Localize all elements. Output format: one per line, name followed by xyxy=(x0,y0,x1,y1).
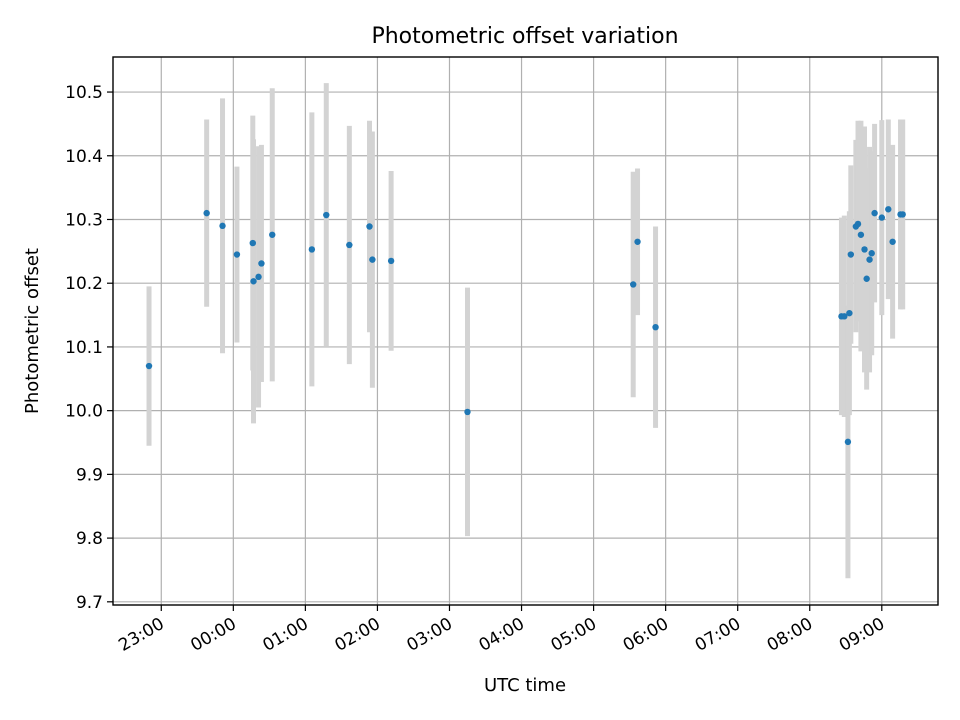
data-point xyxy=(844,438,852,446)
y-tick-label: 9.7 xyxy=(76,593,103,613)
y-tick-label: 10.4 xyxy=(65,147,103,167)
data-point xyxy=(889,238,896,245)
data-point xyxy=(841,313,848,320)
data-point xyxy=(233,251,241,258)
y-tick-label: 10.1 xyxy=(65,338,103,358)
data-point xyxy=(857,231,865,238)
y-tick-label: 10.3 xyxy=(65,210,103,230)
data-point xyxy=(255,273,262,281)
x-tick-label: 05:00 xyxy=(548,614,600,656)
data-point xyxy=(308,246,316,253)
plot-frame xyxy=(112,56,939,606)
x-axis-label: UTC time xyxy=(484,675,566,696)
x-tick-label: 07:00 xyxy=(692,614,744,656)
data-point xyxy=(219,222,226,230)
data-point xyxy=(323,211,330,219)
x-tick-label: 00:00 xyxy=(187,614,239,656)
data-point xyxy=(145,362,153,370)
data-point xyxy=(885,206,892,213)
data-point xyxy=(630,281,637,288)
x-tick-label: 06:00 xyxy=(620,614,672,656)
y-axis-ticks: 9.7 9.8 9.9 10.0 10.1 10.2 10.3 10.4 10.5 xyxy=(65,83,113,613)
data-point xyxy=(871,209,878,217)
y-tick-label: 9.9 xyxy=(76,465,103,485)
data-point xyxy=(203,209,210,217)
data-point xyxy=(249,239,256,247)
data-point xyxy=(250,278,257,285)
x-tick-label: 23:00 xyxy=(115,614,167,656)
data-point xyxy=(387,257,395,265)
data-point xyxy=(878,214,885,221)
data-point xyxy=(346,241,353,249)
data-point xyxy=(258,260,265,267)
x-axis-ticks: 23:00 00:00 01:00 02:00 03:00 04:00 05:00 06:00… xyxy=(115,605,888,656)
x-tick-label: 02:00 xyxy=(331,614,383,656)
chart-title: Photometric offset variation xyxy=(371,24,678,49)
data-point xyxy=(847,251,855,258)
error-bars xyxy=(146,83,906,579)
y-axis-label: Photometric offset xyxy=(22,248,43,414)
data-point xyxy=(854,220,862,228)
x-tick-label: 01:00 xyxy=(259,614,311,656)
data-point xyxy=(366,223,373,230)
data-points xyxy=(145,206,906,446)
data-point xyxy=(269,231,276,238)
x-tick-label: 04:00 xyxy=(476,614,528,656)
data-point xyxy=(634,238,641,245)
y-tick-label: 10.0 xyxy=(65,402,103,422)
data-point xyxy=(861,246,868,253)
y-tick-label: 10.5 xyxy=(65,83,103,103)
x-tick-label: 08:00 xyxy=(764,614,816,656)
data-point xyxy=(868,250,875,257)
data-point xyxy=(863,275,870,282)
data-point xyxy=(866,256,873,263)
data-point xyxy=(369,256,376,263)
data-point xyxy=(652,323,659,331)
y-tick-label: 9.8 xyxy=(76,529,103,549)
data-point xyxy=(846,309,853,317)
y-tick-label: 10.2 xyxy=(65,274,103,294)
x-tick-label: 09:00 xyxy=(836,614,888,656)
data-point xyxy=(464,408,471,416)
data-point xyxy=(899,211,906,218)
x-tick-label: 03:00 xyxy=(404,614,456,656)
